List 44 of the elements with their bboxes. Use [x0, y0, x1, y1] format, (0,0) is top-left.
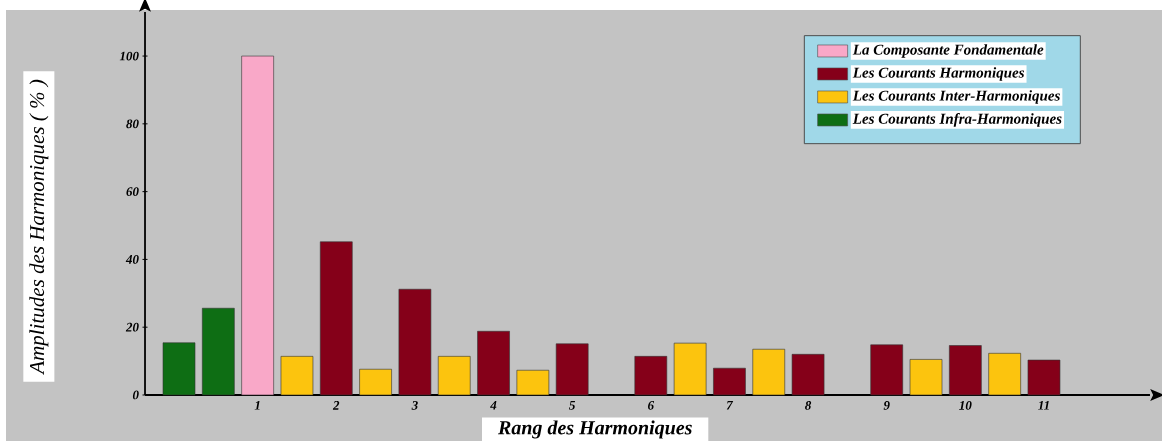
x-tick-label: 3 [411, 401, 418, 410]
bar [713, 367, 746, 396]
x-tick-label: 1 [254, 401, 260, 410]
legend-label: Les Courants Inter-Harmoniques [852, 90, 1060, 104]
bar [791, 354, 825, 396]
bar [437, 356, 471, 396]
legend-label: Les Courants Infra-Harmoniques [852, 113, 1062, 127]
x-tick-label: 2 [332, 401, 340, 410]
x-tick-label: 6 [648, 401, 655, 410]
y-tick-label: 0 [132, 390, 139, 400]
bar [988, 353, 1021, 396]
bar [516, 369, 550, 396]
bar [477, 330, 510, 396]
bar [319, 241, 353, 396]
bar [398, 288, 432, 396]
bar [202, 307, 235, 396]
bar [752, 348, 786, 396]
legend-label: La Composante Fondamentale [852, 44, 1044, 58]
x-axis-title: Rang des Harmoniques [497, 420, 692, 439]
bar [359, 368, 392, 396]
y-tick-label: 60 [126, 187, 139, 197]
bar [870, 344, 904, 396]
y-tick-label: 100 [119, 51, 139, 61]
bar [909, 359, 943, 396]
bar [555, 343, 589, 396]
x-tick-label: 4 [490, 401, 497, 410]
y-axis-title: Amplitudes des Harmoniques ( % ) [29, 79, 49, 375]
x-tick-label: 8 [805, 401, 812, 410]
legend-label: Les Courants Harmoniques [852, 67, 1025, 81]
x-tick-label: 7 [726, 401, 734, 410]
x-tick-label: 9 [883, 401, 890, 410]
x-tick-label: 10 [959, 401, 972, 410]
y-tick-label: 80 [126, 119, 139, 129]
bar [673, 342, 707, 396]
y-tick-label: 20 [125, 322, 139, 332]
bar [634, 356, 668, 396]
bar [1027, 359, 1061, 396]
x-tick-label: 11 [1038, 401, 1049, 410]
bar [162, 342, 196, 396]
x-tick-label: 5 [569, 401, 576, 410]
y-tick-label: 40 [125, 255, 139, 264]
bar [280, 356, 314, 396]
bar [949, 345, 982, 396]
bar [241, 55, 274, 396]
